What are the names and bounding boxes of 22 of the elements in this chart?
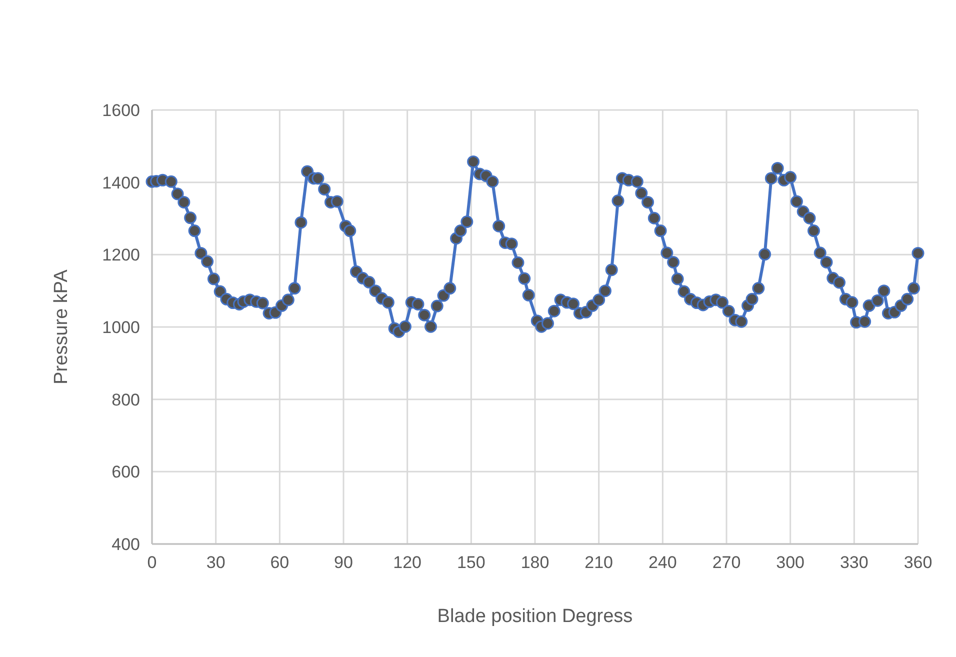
x-tick-label: 330 <box>840 553 868 572</box>
y-tick-label: 1400 <box>102 173 140 192</box>
x-tick-label: 180 <box>520 553 550 572</box>
y-tick-label: 1000 <box>102 318 140 337</box>
x-tick-label: 150 <box>456 553 486 572</box>
x-tick-label: 120 <box>393 553 422 572</box>
y-tick-label: 1200 <box>102 246 140 265</box>
x-tick-label: 210 <box>584 553 614 572</box>
y-tick-label: 800 <box>112 390 140 410</box>
x-tick-label: 30 <box>206 553 226 572</box>
x-tick-label: 300 <box>776 553 805 572</box>
x-tick-label: 0 <box>147 553 157 572</box>
x-tick-label: 270 <box>712 553 741 572</box>
x-tick-label: 60 <box>270 553 290 572</box>
x-tick-label: 240 <box>648 553 677 572</box>
y-tick-label: 1600 <box>102 100 140 120</box>
y-tick-label: 600 <box>112 462 140 482</box>
x-tick-label: 90 <box>334 553 353 572</box>
y-tick-label: 400 <box>112 534 140 554</box>
x-axis-title: Blade position Degress <box>437 606 633 627</box>
x-tick-label: 360 <box>904 553 932 572</box>
y-axis-title: Pressure kPA <box>51 269 72 384</box>
